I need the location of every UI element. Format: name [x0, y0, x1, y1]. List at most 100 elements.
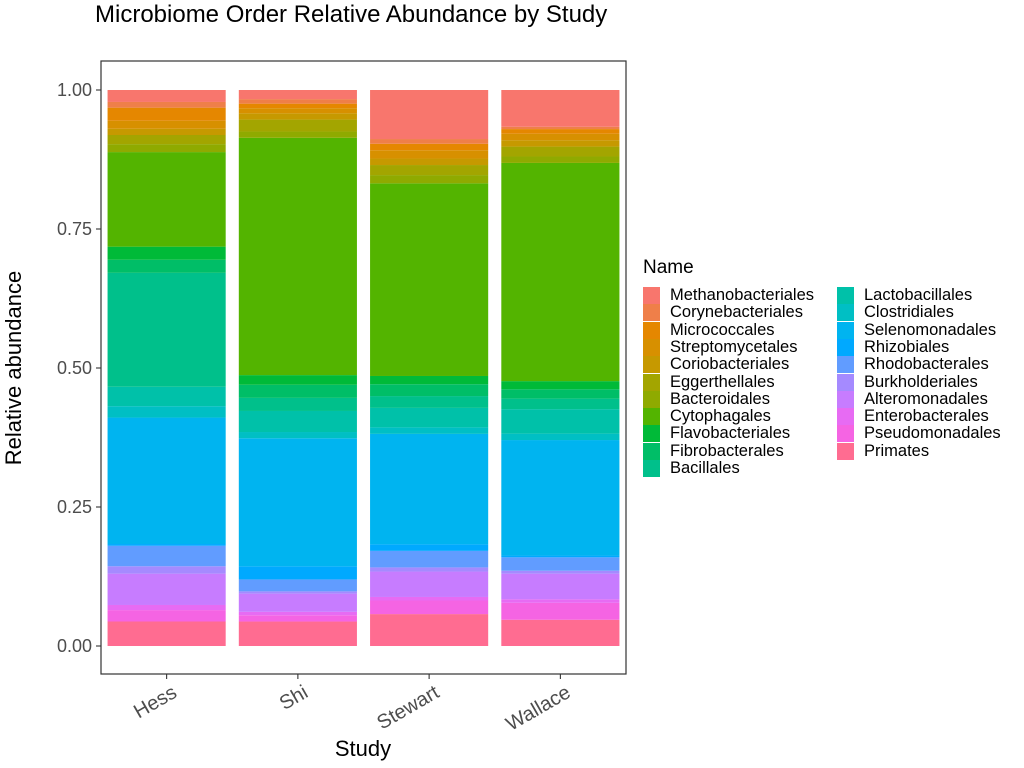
legend-key-swatch — [643, 373, 660, 391]
bar-segment-shi-cytophagales — [238, 137, 357, 376]
bar-segment-stewart-clostridiales — [370, 427, 489, 434]
legend-label: Flavobacteriales — [670, 424, 791, 443]
legend-item-bacillales: Bacillales — [643, 460, 740, 477]
legend-item-micrococcales: Micrococcales — [643, 321, 775, 339]
bar-segment-stewart-methanobacteriales — [370, 90, 489, 140]
legend-item-flavobacteriales: Flavobacteriales — [643, 424, 791, 443]
bar-segment-shi-burkholderiales — [238, 591, 357, 594]
bar-segment-shi-primates — [238, 621, 357, 646]
bar-segment-hess-flavobacteriales — [107, 246, 226, 260]
bar-segment-wallace-eggerthellales — [501, 146, 620, 157]
legend-label: Clostridiales — [864, 303, 954, 322]
bar-segment-shi-alteromonadales — [238, 593, 357, 612]
bar-stack-shi — [238, 90, 357, 646]
legend-item-corynebacteriales: Corynebacteriales — [643, 303, 803, 322]
bar-segment-stewart-fibrobacterales — [370, 384, 489, 397]
y-tick-label: 1.00 — [57, 80, 92, 100]
y-axis: 0.00 0.25 0.50 0.75 1.00 — [57, 80, 101, 656]
bar-segment-shi-methanobacteriales — [238, 90, 357, 100]
bar-segment-wallace-enterobacterales — [501, 599, 620, 603]
bar-segment-shi-eggerthellales — [238, 119, 357, 132]
bar-segment-wallace-lactobacillales — [501, 409, 620, 434]
legend-key-swatch — [837, 304, 854, 322]
bar-segment-stewart-lactobacillales — [370, 407, 489, 428]
bar-segment-wallace-clostridiales — [501, 433, 620, 441]
legend-key-swatch — [837, 408, 854, 426]
legend-label: Methanobacteriales — [670, 286, 815, 304]
legend-item-primates: Primates — [837, 441, 930, 460]
chart-plot-area: 0.00 0.25 0.50 0.75 1.00 Hess Shi Stewart Walla… — [57, 60, 627, 736]
bar-segment-hess-rhodobacterales — [107, 545, 226, 567]
bar-segment-stewart-coriobacteriales — [370, 158, 489, 166]
legend-label: Enterobacterales — [864, 407, 989, 426]
legend-label: Corynebacteriales — [670, 303, 803, 322]
legend-item-burkholderiales: Burkholderiales — [837, 373, 978, 391]
legend-label: Streptomycetales — [670, 337, 798, 356]
bar-segment-wallace-pseudomonadales — [501, 602, 620, 620]
bar-segment-wallace-rhodobacterales — [501, 557, 620, 571]
y-axis-label: Relative abundance — [1, 270, 26, 466]
legend-label: Bacillales — [670, 459, 740, 477]
y-tick-label: 0.00 — [57, 636, 92, 656]
bar-segment-wallace-bacteroidales — [501, 156, 620, 163]
legend-key-swatch — [837, 338, 854, 356]
legend-label: Selenomonadales — [864, 320, 997, 339]
bar-segment-shi-pseudomonadales — [238, 615, 357, 622]
legend-item-cytophagales: Cytophagales — [643, 407, 771, 426]
legend-key-swatch — [643, 338, 660, 356]
bar-segment-stewart-pseudomonadales — [370, 600, 489, 615]
bar-segment-shi-bacillales — [238, 397, 357, 411]
legend-key-swatch — [837, 425, 854, 443]
bar-stacks — [107, 90, 620, 646]
legend-label: Coriobacteriales — [670, 355, 790, 374]
legend-item-methanobacteriales: Methanobacteriales — [643, 287, 814, 304]
bar-segment-shi-clostridiales — [238, 432, 357, 439]
x-tick-label-shi: Shi — [276, 681, 312, 715]
bar-segment-wallace-coriobacteriales — [501, 140, 620, 147]
bar-segment-hess-primates — [107, 621, 226, 646]
legend-item-pseudomonadales: Pseudomonadales — [837, 424, 1001, 443]
legend-key-swatch — [643, 442, 660, 460]
legend-item-selenomonadales: Selenomonadales — [837, 320, 997, 339]
bar-segment-shi-selenomonadales — [238, 438, 357, 567]
bar-segment-wallace-methanobacteriales — [501, 90, 620, 127]
legend-key-swatch — [643, 356, 660, 374]
legend-item-enterobacterales: Enterobacterales — [837, 407, 989, 426]
bar-segment-stewart-flavobacteriales — [370, 375, 489, 385]
bar-segment-hess-alteromonadales — [107, 573, 226, 605]
bar-segment-shi-bacteroidales — [238, 131, 357, 138]
y-tick-label: 0.75 — [57, 219, 92, 239]
legend-key-swatch — [837, 356, 854, 374]
bar-segment-wallace-flavobacteriales — [501, 381, 620, 390]
legend-label: Pseudomonadales — [864, 424, 1001, 443]
legend-label: Cytophagales — [670, 407, 771, 426]
legend-label: Alteromonadales — [864, 389, 988, 408]
bar-segment-wallace-fibrobacterales — [501, 389, 620, 399]
bar-segment-wallace-cytophagales — [501, 162, 620, 382]
legend-label: Primates — [864, 441, 930, 460]
bar-segment-stewart-rhizobiales — [370, 544, 489, 551]
bar-segment-stewart-micrococcales — [370, 143, 489, 151]
bar-segment-wallace-micrococcales — [501, 129, 620, 134]
bar-segment-hess-fibrobacterales — [107, 259, 226, 273]
bar-segment-hess-burkholderiales — [107, 566, 226, 574]
legend-item-rhodobacterales: Rhodobacterales — [837, 355, 989, 374]
legend-label: Rhodobacterales — [864, 355, 989, 374]
bar-segment-wallace-streptomycetales — [501, 133, 620, 141]
legend-key-swatch — [643, 425, 660, 443]
legend-label: Eggerthellales — [670, 372, 775, 391]
legend-key-swatch — [837, 373, 854, 391]
legend-key-swatch — [837, 321, 854, 339]
bar-segment-hess-coriobacteriales — [107, 128, 226, 136]
legend-key-swatch — [643, 304, 660, 322]
bar-segment-hess-bacteroidales — [107, 144, 226, 153]
legend-key-swatch — [837, 442, 854, 460]
legend-label: Fibrobacterales — [670, 441, 784, 460]
x-axis-label: Study — [334, 736, 392, 761]
legend-key-swatch — [837, 287, 854, 304]
bar-segment-hess-eggerthellales — [107, 135, 226, 145]
x-tick-label-stewart: Stewart — [373, 681, 443, 734]
bar-segment-stewart-bacteroidales — [370, 175, 489, 184]
bar-segment-wallace-burkholderiales — [501, 570, 620, 574]
bar-segment-wallace-bacillales — [501, 398, 620, 410]
